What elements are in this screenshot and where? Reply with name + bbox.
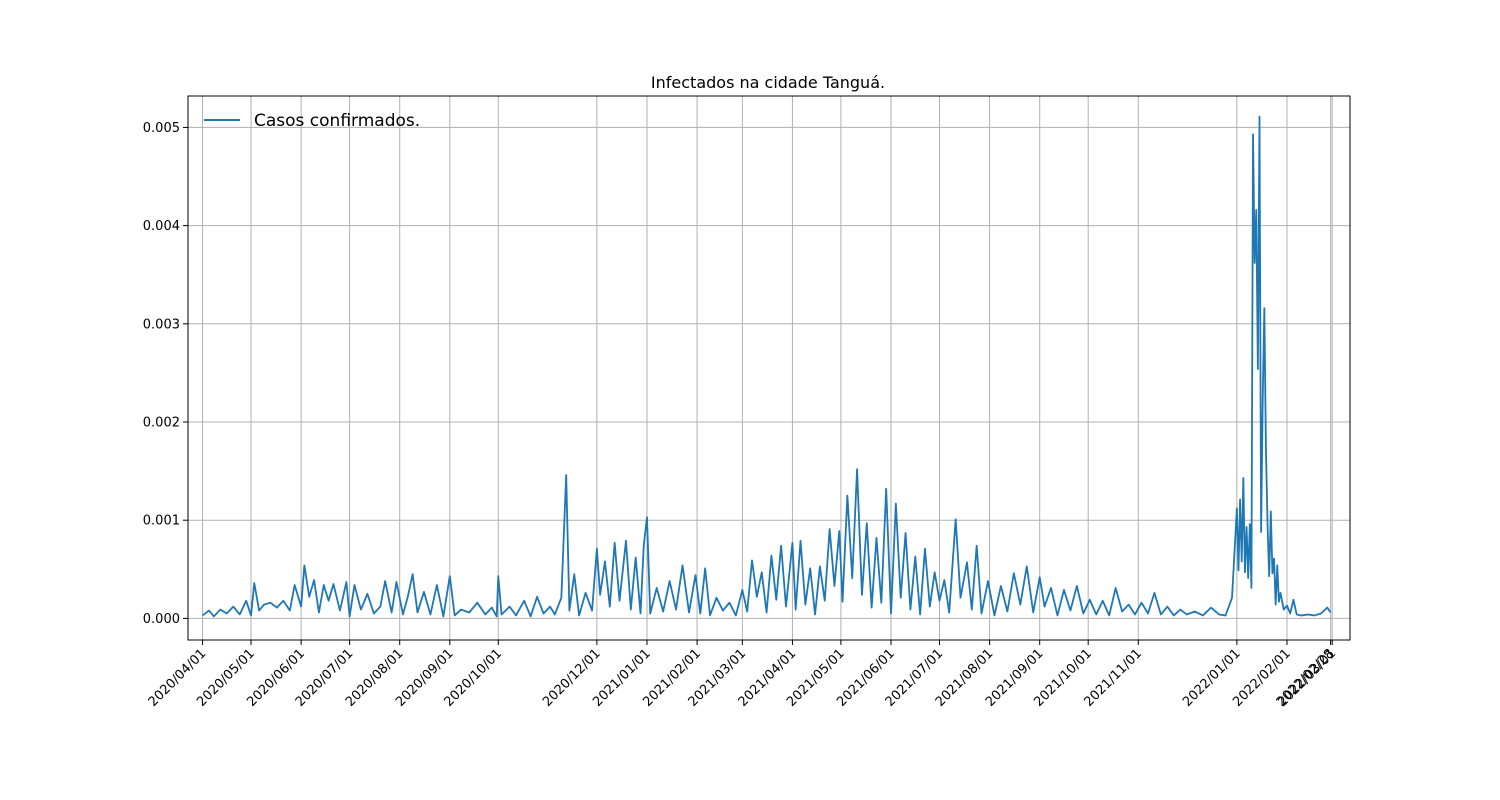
y-gridlines <box>188 126 1350 619</box>
plot-frame <box>187 95 1351 641</box>
y-axis: 0.000 0.001 0.002 0.003 0.004 0.005 <box>143 121 188 627</box>
chart-title: Infectados na cidade Tanguá. <box>651 73 885 92</box>
series-layer <box>202 115 1332 618</box>
x-gridlines <box>202 96 1333 640</box>
y-tick-label: 0.001 <box>143 514 180 529</box>
series-line-casos-confirmados <box>202 115 1332 618</box>
y-tick-label: 0.000 <box>143 612 180 627</box>
legend-label: Casos confirmados. <box>254 111 420 131</box>
y-tick-label: 0.004 <box>143 219 180 234</box>
y-tick-label: 0.003 <box>143 317 180 332</box>
legend: Casos confirmados. <box>204 111 420 131</box>
y-tick-label: 0.002 <box>143 416 180 431</box>
y-tick-label: 0.005 <box>143 121 180 136</box>
